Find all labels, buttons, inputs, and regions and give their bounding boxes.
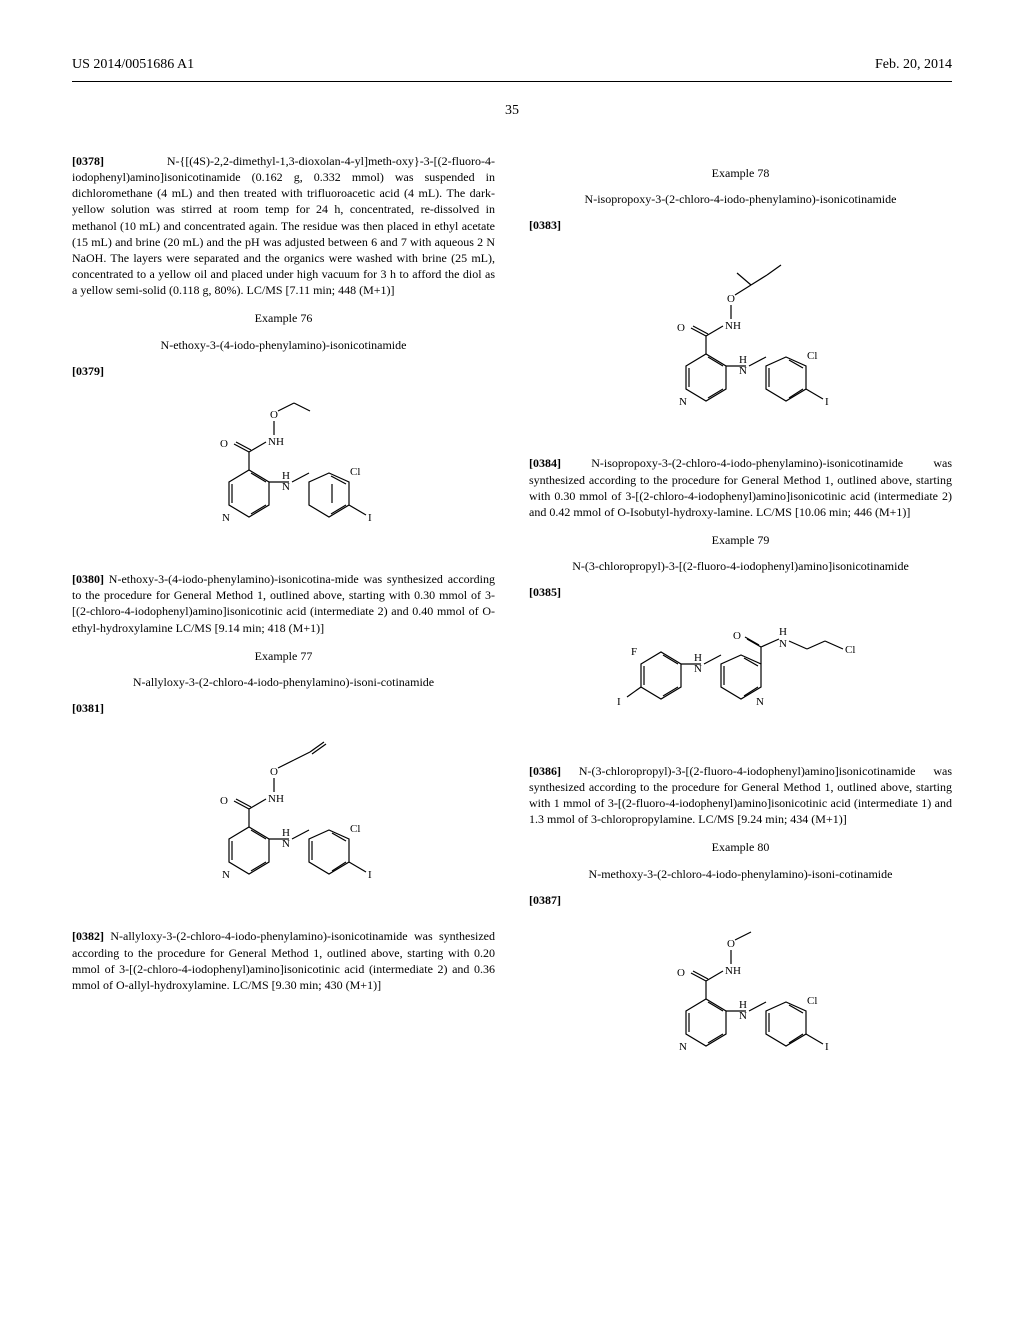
svg-text:N: N — [282, 481, 290, 493]
para-ref: [0383] — [529, 218, 561, 232]
example-78-name: N-isopropoxy-3-(2-chloro-4-iodo-phenylam… — [529, 191, 952, 207]
svg-text:N: N — [739, 365, 747, 377]
paragraph-0382: [0382] N-allyloxy-3-(2-chloro-4-iodo-phe… — [72, 928, 495, 993]
svg-text:I: I — [825, 1041, 829, 1053]
svg-text:NH: NH — [725, 965, 741, 977]
para-text: N-(3-chloropropyl)-3-[(2-fluoro-4-iodoph… — [529, 764, 952, 827]
chem-structure-icon: N O NH O H N — [174, 387, 394, 557]
svg-text:N: N — [282, 838, 290, 850]
svg-text:O: O — [677, 967, 685, 979]
para-text: N-ethoxy-3-(4-iodo-phenylamino)-isonicot… — [72, 572, 495, 635]
svg-text:F: F — [631, 646, 637, 658]
page-header: US 2014/0051686 A1 Feb. 20, 2014 — [72, 56, 952, 75]
svg-text:N: N — [739, 1010, 747, 1022]
svg-text:O: O — [727, 293, 735, 305]
svg-text:Cl: Cl — [807, 350, 817, 362]
structure-76: N O NH O H N — [72, 387, 495, 557]
svg-text:N: N — [756, 696, 764, 708]
paragraph-0386: [0386] N-(3-chloropropyl)-3-[(2-fluoro-4… — [529, 763, 952, 828]
chem-structure-icon: N O NH O H N — [631, 241, 851, 441]
para-text: N-allyloxy-3-(2-chloro-4-iodo-phenylamin… — [72, 929, 495, 992]
paragraph-0379: [0379] — [72, 363, 495, 379]
svg-text:O: O — [270, 409, 278, 421]
page-number: 35 — [72, 102, 952, 121]
paragraph-0378: [0378] N-{[(4S)-2,2-dimethyl-1,3-dioxola… — [72, 153, 495, 299]
svg-text:I: I — [368, 512, 372, 524]
right-column: Example 78 N-isopropoxy-3-(2-chloro-4-io… — [529, 153, 952, 1100]
para-ref: [0381] — [72, 701, 104, 715]
example-76-heading: Example 76 — [72, 310, 495, 326]
patent-page: US 2014/0051686 A1 Feb. 20, 2014 35 [037… — [0, 0, 1024, 1140]
left-column: [0378] N-{[(4S)-2,2-dimethyl-1,3-dioxola… — [72, 153, 495, 1100]
para-text: N-{[(4S)-2,2-dimethyl-1,3-dioxolan-4-yl]… — [72, 154, 495, 298]
paragraph-0380: [0380] N-ethoxy-3-(4-iodo-phenylamino)-i… — [72, 571, 495, 636]
patent-date: Feb. 20, 2014 — [875, 56, 952, 75]
para-ref: [0379] — [72, 364, 104, 378]
svg-text:I: I — [617, 696, 621, 708]
para-ref: [0387] — [529, 893, 561, 907]
two-column-layout: [0378] N-{[(4S)-2,2-dimethyl-1,3-dioxola… — [72, 153, 952, 1100]
paragraph-0381: [0381] — [72, 700, 495, 716]
structure-79: F I H N N — [529, 609, 952, 749]
svg-text:H: H — [779, 626, 787, 638]
example-76-name: N-ethoxy-3-(4-iodo-phenylamino)-isonicot… — [72, 337, 495, 353]
para-ref: [0385] — [529, 585, 561, 599]
example-79-name: N-(3-chloropropyl)-3-[(2-fluoro-4-iodoph… — [529, 558, 952, 574]
svg-text:O: O — [727, 938, 735, 950]
svg-text:NH: NH — [268, 436, 284, 448]
svg-text:Cl: Cl — [350, 823, 360, 835]
header-rule — [72, 81, 952, 82]
paragraph-0384: [0384] N-isopropoxy-3-(2-chloro-4-iodo-p… — [529, 455, 952, 520]
para-ref: [0386] — [529, 764, 561, 778]
structure-80: N O NH O H N — [529, 916, 952, 1086]
svg-text:N: N — [222, 869, 230, 881]
svg-text:O: O — [220, 795, 228, 807]
patent-number: US 2014/0051686 A1 — [72, 56, 194, 75]
chem-structure-icon: N O NH O H N — [631, 916, 851, 1086]
example-80-name: N-methoxy-3-(2-chloro-4-iodo-phenylamino… — [529, 866, 952, 882]
svg-text:O: O — [733, 630, 741, 642]
svg-text:O: O — [677, 322, 685, 334]
example-77-heading: Example 77 — [72, 648, 495, 664]
para-ref: [0380] — [72, 572, 104, 586]
svg-text:N: N — [679, 396, 687, 408]
example-78-heading: Example 78 — [529, 165, 952, 181]
para-text: N-isopropoxy-3-(2-chloro-4-iodo-phenylam… — [529, 456, 952, 519]
svg-text:N: N — [679, 1041, 687, 1053]
paragraph-0383: [0383] — [529, 217, 952, 233]
svg-text:Cl: Cl — [807, 995, 817, 1007]
svg-text:N: N — [779, 638, 787, 650]
svg-text:O: O — [220, 438, 228, 450]
paragraph-0387: [0387] — [529, 892, 952, 908]
svg-text:N: N — [694, 663, 702, 675]
para-ref: [0384] — [529, 456, 561, 470]
svg-text:Cl: Cl — [845, 644, 855, 656]
para-ref: [0382] — [72, 929, 104, 943]
chem-structure-icon: F I H N N — [601, 609, 881, 749]
example-77-name: N-allyloxy-3-(2-chloro-4-iodo-phenylamin… — [72, 674, 495, 690]
svg-text:Cl: Cl — [350, 466, 360, 478]
svg-text:NH: NH — [725, 320, 741, 332]
paragraph-0385: [0385] — [529, 584, 952, 600]
structure-77: N O NH O H N — [72, 724, 495, 914]
svg-text:NH: NH — [268, 793, 284, 805]
svg-text:O: O — [270, 766, 278, 778]
svg-text:I: I — [825, 396, 829, 408]
example-79-heading: Example 79 — [529, 532, 952, 548]
para-ref: [0378] — [72, 154, 104, 168]
structure-78: N O NH O H N — [529, 241, 952, 441]
example-80-heading: Example 80 — [529, 839, 952, 855]
svg-text:N: N — [222, 512, 230, 524]
svg-text:I: I — [368, 869, 372, 881]
chem-structure-icon: N O NH O H N — [174, 724, 394, 914]
